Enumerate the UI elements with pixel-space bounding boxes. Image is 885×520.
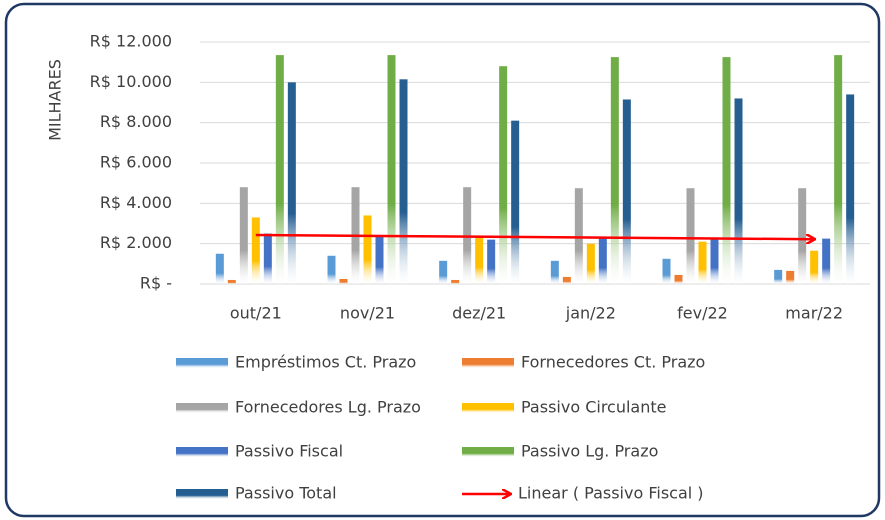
bar: [215, 253, 224, 284]
legend-label: Passivo Total: [235, 484, 337, 503]
y-tick-label: R$ 10.000: [90, 72, 172, 91]
legend-swatch: [176, 358, 228, 368]
legend-label: Empréstimos Ct. Prazo: [235, 353, 416, 372]
legend-label: Fornecedores Ct. Prazo: [521, 353, 705, 372]
bar: [439, 260, 448, 284]
legend-label: Passivo Fiscal: [235, 442, 343, 461]
bar: [734, 98, 743, 284]
bar: [662, 258, 671, 284]
bar: [674, 274, 683, 284]
bar: [846, 94, 855, 284]
bar: [375, 235, 384, 284]
legend-swatch: [176, 447, 228, 457]
y-axis-label: MILHARES: [46, 59, 65, 141]
legend-label: Fornecedores Lg. Prazo: [235, 398, 421, 417]
bar: [487, 239, 496, 284]
x-tick-label: jan/22: [565, 304, 616, 323]
bar: [227, 279, 236, 284]
bar: [810, 250, 819, 284]
bar: [275, 55, 284, 284]
x-tick-label: mar/22: [785, 304, 843, 323]
x-tick-label: nov/21: [340, 304, 395, 323]
bar: [339, 278, 348, 284]
bar: [287, 82, 296, 284]
legend-swatch: [176, 403, 228, 413]
bar: [263, 233, 272, 284]
bar: [499, 66, 508, 284]
bar: [822, 238, 831, 284]
bar: [239, 187, 248, 284]
legend-swatch: [176, 489, 228, 499]
bar: [710, 237, 719, 284]
bar: [622, 99, 631, 284]
bar: [327, 255, 336, 284]
x-tick-label: fev/22: [677, 304, 728, 323]
bar: [786, 270, 795, 284]
legend-swatch: [462, 358, 514, 368]
legend-label: Linear ( Passivo Fiscal ): [518, 484, 704, 503]
legend-swatch: [462, 403, 514, 413]
bar: [610, 57, 619, 284]
chart-frame: [4, 2, 881, 518]
bar: [399, 79, 408, 284]
bar: [562, 276, 571, 284]
bar: [387, 55, 396, 284]
y-tick-label: R$ 12.000: [90, 32, 172, 51]
bar: [363, 215, 372, 284]
bar: [550, 260, 559, 284]
bar: [686, 188, 695, 284]
bar: [798, 188, 807, 284]
bar: [774, 269, 783, 284]
y-tick-label: R$ 2.000: [100, 233, 172, 252]
bar: [722, 57, 731, 284]
bar: [511, 120, 520, 285]
bar: [834, 55, 843, 284]
bar: [598, 237, 607, 284]
y-tick-label: R$ 8.000: [100, 112, 172, 131]
bar: [251, 217, 260, 284]
y-tick-label: R$ -: [140, 274, 172, 293]
legend-label: Passivo Circulante: [521, 398, 666, 417]
bar: [574, 188, 583, 284]
legend-label: Passivo Lg. Prazo: [521, 442, 658, 461]
x-tick-label: dez/21: [452, 304, 506, 323]
bar: [586, 243, 595, 284]
y-tick-label: R$ 4.000: [100, 193, 172, 212]
trendline: [255, 233, 814, 239]
y-tick-label: R$ 6.000: [100, 153, 172, 172]
bar: [451, 279, 460, 284]
bar: [475, 235, 484, 284]
bar: [698, 241, 707, 284]
x-tick-label: out/21: [230, 304, 282, 323]
legend-swatch: [462, 447, 514, 457]
